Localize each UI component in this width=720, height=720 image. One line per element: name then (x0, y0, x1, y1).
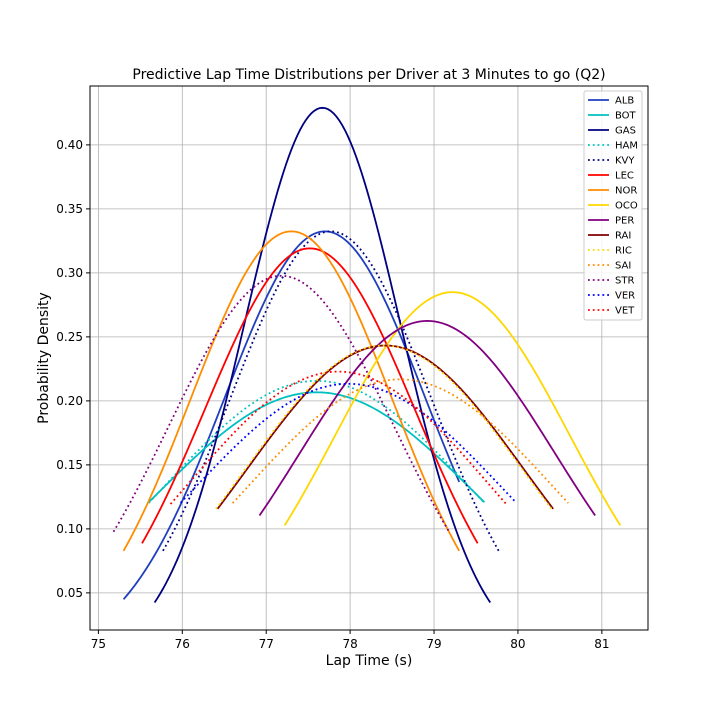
legend-label-per: PER (615, 216, 634, 227)
legend-label-sai: SAI (615, 261, 631, 272)
series-line-gas (153, 106, 492, 603)
y-tick-label: 0.10 (56, 522, 83, 536)
legend-label-gas: GAS (615, 126, 636, 137)
legend-box (583, 90, 643, 321)
legend-label-oco: OCO (615, 201, 638, 212)
legend-label-ver: VER (615, 291, 635, 302)
y-axis: 0.05 0.10 0.15 0.20 0.25 0.30 0.35 0.40 (56, 138, 90, 600)
x-tick-label: 79 (426, 637, 441, 651)
series-line-nor (122, 230, 460, 552)
x-tick-label: 80 (510, 637, 525, 651)
series-line-sai (231, 378, 569, 504)
series-line-per (258, 320, 596, 517)
legend-label-bot: BOT (615, 111, 637, 122)
chart-title: Predictive Lap Time Distributions per Dr… (132, 67, 605, 83)
legend-label-ric: RIC (615, 246, 632, 257)
series-line-lec (141, 247, 479, 544)
legend-label-str: STR (615, 276, 634, 287)
y-tick-label: 0.05 (56, 586, 83, 600)
x-tick-label: 78 (342, 637, 357, 651)
y-tick-label: 0.20 (56, 394, 83, 408)
x-tick-label: 77 (259, 637, 274, 651)
legend-label-ham: HAM (615, 141, 638, 152)
series-line-oco (283, 291, 622, 526)
x-tick-label: 76 (175, 637, 190, 651)
y-axis-label: Probability Density (36, 292, 52, 424)
legend-label-alb: ALB (615, 96, 634, 107)
plot-frame (89, 85, 649, 631)
plot-lines (112, 106, 622, 603)
grid-lines (90, 86, 648, 630)
y-tick-label: 0.35 (56, 202, 83, 216)
x-axis-label: Lap Time (s) (326, 653, 413, 669)
y-tick-label: 0.25 (56, 330, 83, 344)
legend-label-kvy: KVY (615, 156, 635, 167)
y-tick-label: 0.40 (56, 138, 83, 152)
series-line-ric (215, 344, 553, 510)
legend-label-nor: NOR (615, 186, 637, 197)
legend: ALB BOT GAS HAM KVY LEC NOR OCO PER RAI RIC SAI STR V… (583, 90, 643, 321)
legend-label-rai: RAI (615, 231, 631, 242)
y-tick-label: 0.30 (56, 266, 83, 280)
series-line-str (112, 274, 450, 533)
x-tick-label: 81 (594, 637, 609, 651)
y-tick-label: 0.15 (56, 458, 83, 472)
series-line-ver (179, 382, 517, 504)
series-line-rai (216, 344, 554, 510)
x-tick-label: 75 (91, 637, 106, 651)
series-line-bot (148, 391, 486, 503)
series-line-kvy (162, 230, 500, 552)
legend-label-lec: LEC (615, 171, 634, 182)
legend-label-vet: VET (615, 306, 635, 317)
x-axis: 75 76 77 78 79 80 81 (91, 630, 609, 651)
